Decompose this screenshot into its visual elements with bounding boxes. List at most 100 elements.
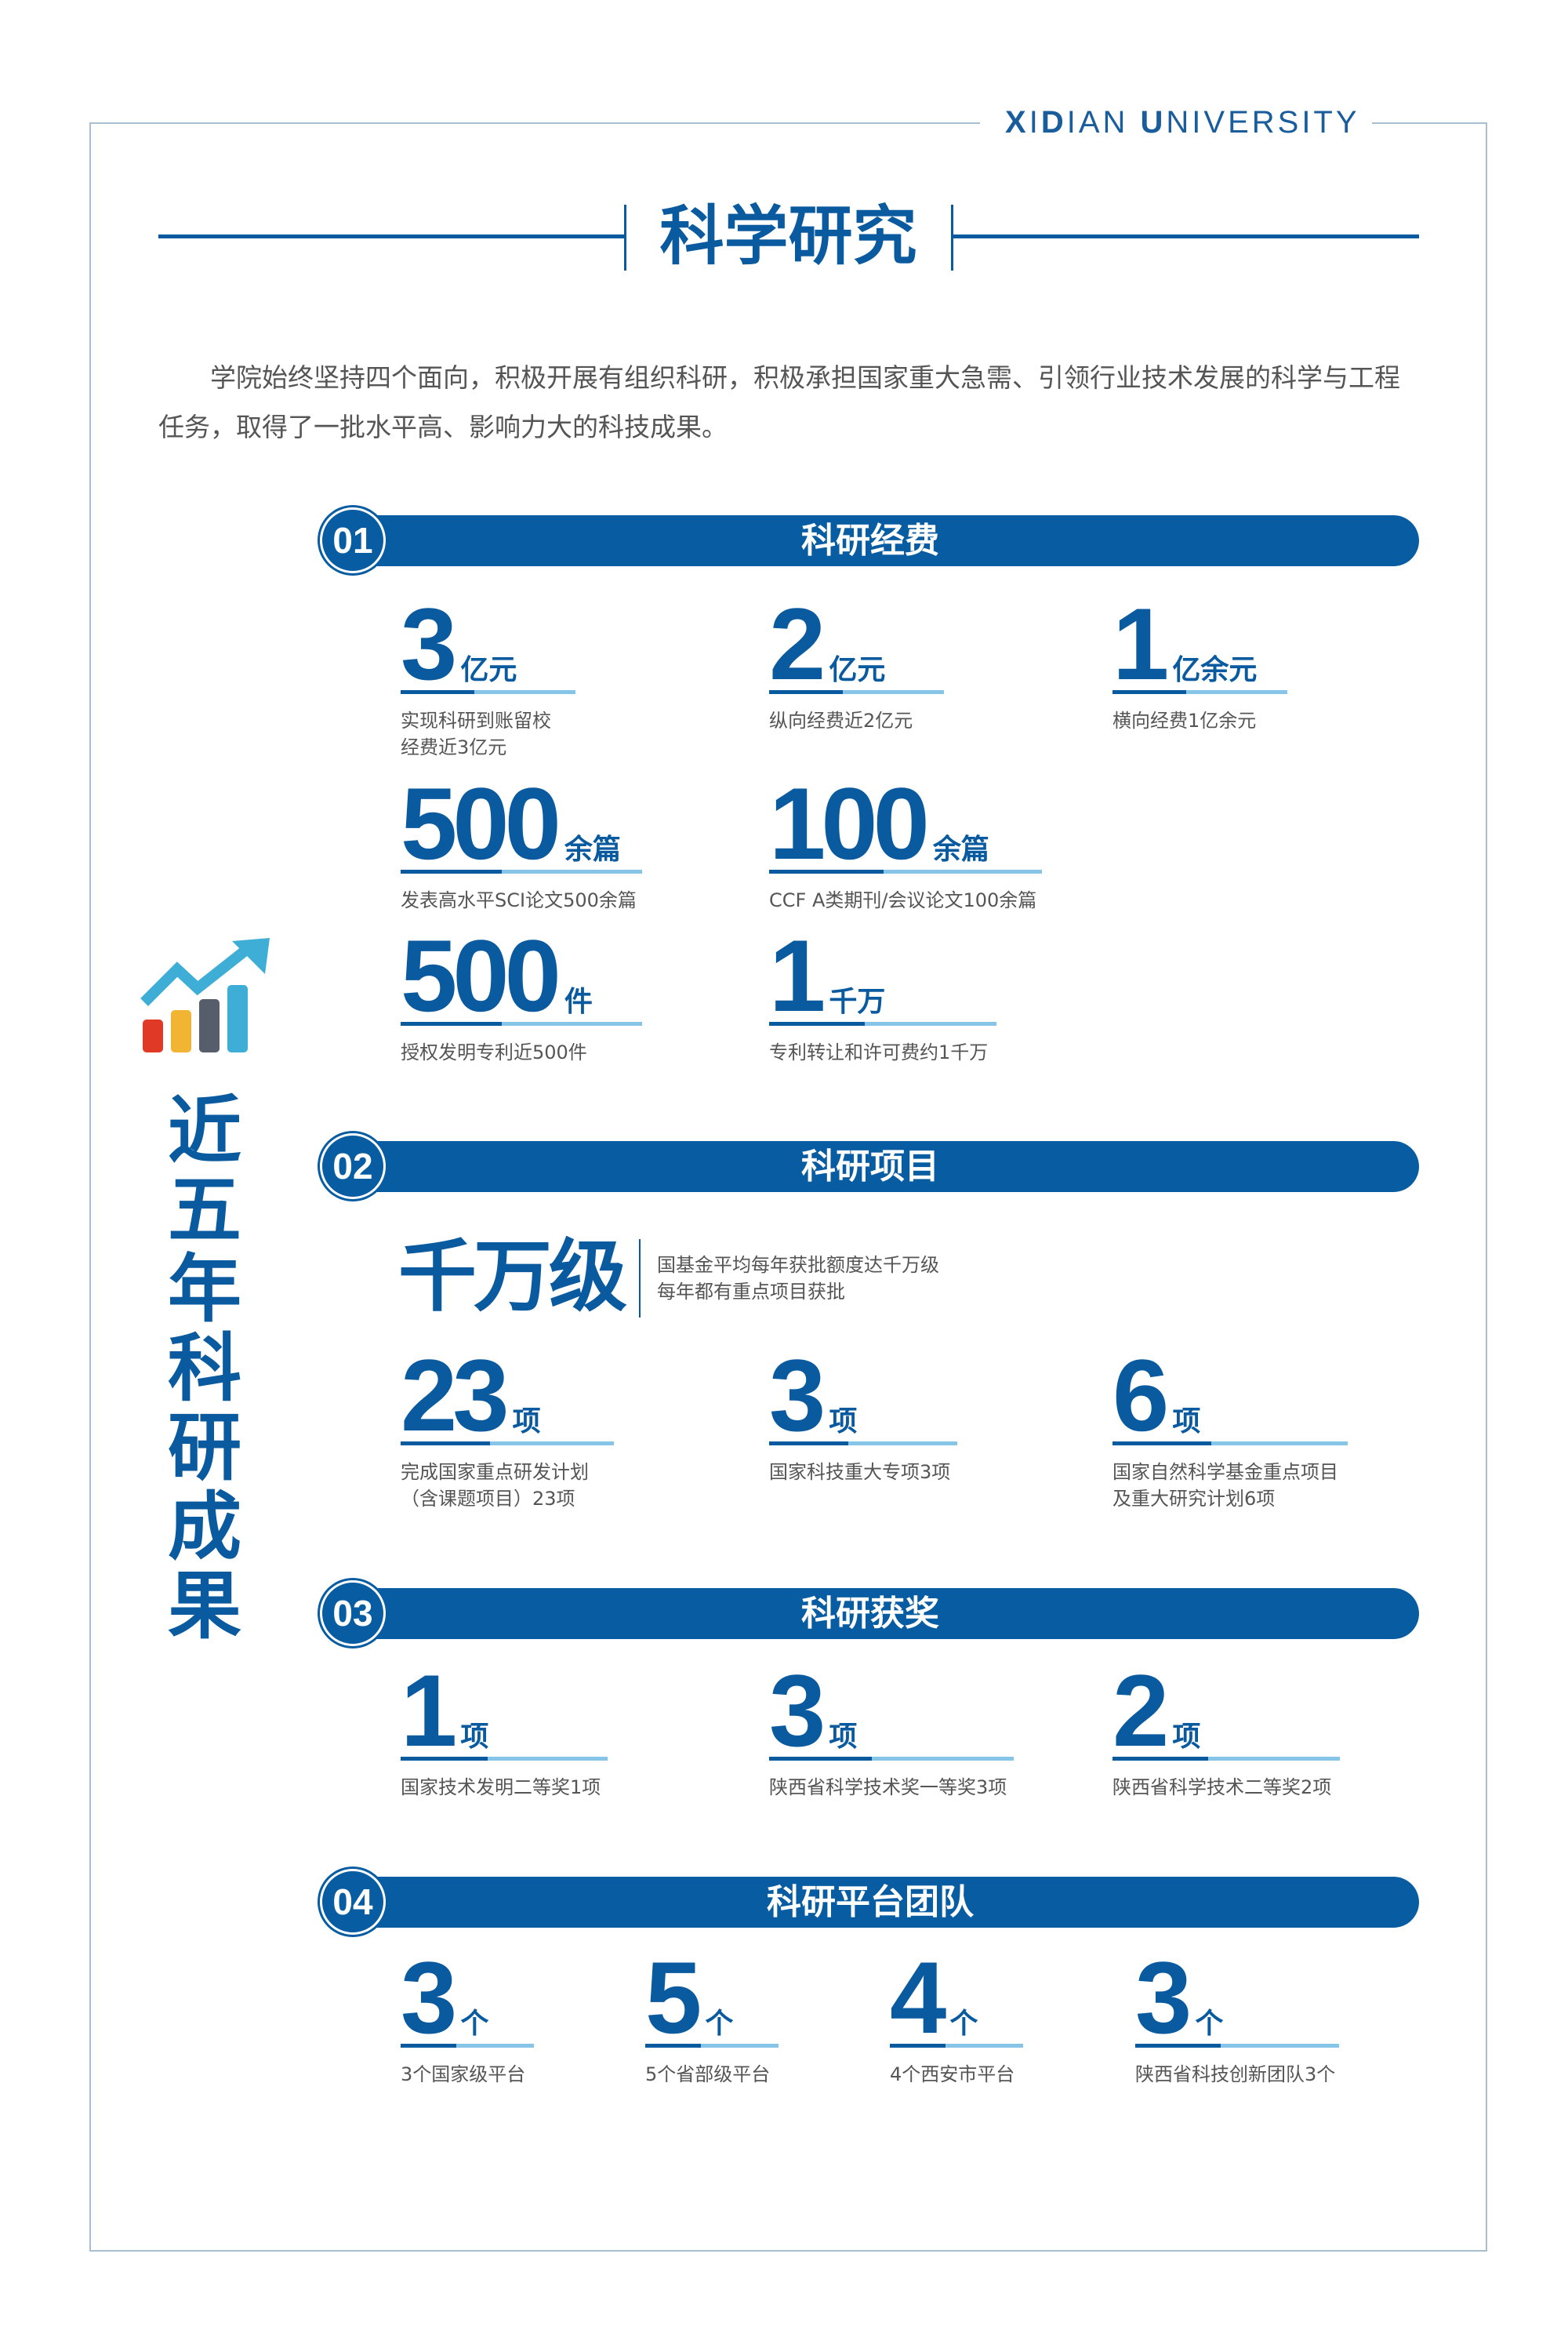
stat-value: 1 千万: [769, 925, 885, 1053]
section-header-bar: 科研平台团队 04: [320, 1869, 1419, 1935]
stat-description: 专利转让和许可费约1千万: [769, 1039, 988, 1066]
section-header-bar: 科研项目 02: [320, 1133, 1419, 1199]
stat-unit: 个: [1195, 2008, 1224, 2040]
stat-description: 国家技术发明二等奖1项: [401, 1774, 601, 1801]
stat-number: 1: [401, 1653, 457, 1768]
section-title: 科研平台团队: [767, 1882, 974, 1922]
stat-underline: [769, 690, 944, 694]
stat-underline: [401, 2044, 534, 2048]
stat-description: 3个国家级平台: [401, 2061, 525, 2088]
highlight-description: 国基金平均每年获批额度达千万级 每年都有重点项目获批: [657, 1252, 939, 1305]
description-line: 陕西省科技创新团队3个: [1135, 2063, 1336, 2085]
stat-unit: 个: [949, 2008, 978, 2040]
stat-unit: 个: [460, 2008, 489, 2040]
stat-unit: 亿元: [460, 654, 517, 686]
stat-number: 1: [1112, 587, 1169, 701]
description-line: 授权发明专利近500件: [401, 1041, 587, 1063]
stat-number: 23: [401, 1338, 510, 1452]
section-header-bar: 科研经费 01: [320, 507, 1419, 573]
description-line: 完成国家重点研发计划: [401, 1461, 589, 1483]
stat-number: 500: [401, 918, 561, 1033]
stat-underline: [1112, 1757, 1340, 1761]
stat-value: 500 件: [401, 925, 593, 1053]
page-frame: [89, 122, 1487, 2252]
stat-number: 500: [401, 766, 561, 881]
stat-value: 3 亿元: [401, 593, 517, 722]
side-title: 近五年科研成果: [167, 1089, 241, 1649]
stat-underline: [401, 1757, 608, 1761]
stat-underline: [769, 1441, 957, 1445]
stat-value: 23 项: [401, 1344, 541, 1473]
stat-underline: [890, 2044, 1023, 2048]
stat-number: 3: [401, 587, 457, 701]
stat-description: 授权发明专利近500件: [401, 1039, 587, 1066]
stat-number: 5: [645, 1940, 702, 2055]
stat-number: 6: [1112, 1338, 1169, 1452]
stat-description: 纵向经费近2亿元: [769, 707, 913, 734]
stat-underline-accent: [401, 2044, 457, 2048]
intro-paragraph: 学院始终坚持四个面向，积极开展有组织科研，积极承担国家重大急需、引领行业技术发展…: [158, 362, 1400, 442]
description-line: 3个国家级平台: [401, 2063, 526, 2085]
stat-underline-accent: [1135, 2044, 1221, 2048]
brand-text: IAN: [1066, 105, 1141, 140]
stat-value: 500 余篇: [401, 772, 621, 901]
stat-underline: [769, 870, 1042, 874]
stat-underline-accent: [769, 870, 884, 874]
stat-number: 3: [1135, 1940, 1192, 2055]
title-rule-left: [158, 234, 624, 238]
brand-letter: I: [1029, 105, 1041, 140]
description-line: 经费近3亿元: [401, 736, 507, 758]
stat-unit: 项: [1172, 1405, 1201, 1438]
stat-underline-accent: [769, 1022, 865, 1026]
section-header-bar: 科研获奖 03: [320, 1580, 1419, 1646]
stat-underline-accent: [769, 1757, 873, 1761]
stat-unit: 项: [512, 1405, 541, 1438]
stat-value: 1 亿余元: [1112, 593, 1257, 722]
title-bracket-left: [624, 205, 626, 271]
stat-unit: 余篇: [564, 834, 621, 866]
stat-underline-accent: [401, 690, 474, 694]
stat-description: 实现科研到账留校 经费近3亿元: [401, 707, 551, 761]
stat-number: 2: [1112, 1653, 1169, 1768]
stat-number: 3: [401, 1940, 457, 2055]
description-line: 5个省部级平台: [645, 2063, 771, 2085]
description-line: 国家自然科学基金重点项目: [1112, 1461, 1338, 1483]
stat-underline-accent: [769, 690, 843, 694]
stat-underline: [1112, 1441, 1348, 1445]
section-number-badge: 01: [320, 507, 386, 573]
stat-unit: 余篇: [932, 834, 989, 866]
stat-description: 陕西省科学技术奖一等奖3项: [769, 1774, 1007, 1801]
description-line: 陕西省科学技术奖一等奖3项: [769, 1776, 1007, 1798]
section-title: 科研经费: [801, 521, 939, 561]
stat-underline: [1135, 2044, 1339, 2048]
stat-number: 100: [769, 766, 930, 881]
stat-description: 国家科技重大专项3项: [769, 1459, 950, 1485]
highlight-value: 千万级: [398, 1230, 627, 1322]
brand-letter: X: [1005, 105, 1029, 140]
stat-number: 1: [769, 918, 826, 1033]
description-line: 每年都有重点项目获批: [657, 1281, 845, 1303]
stat-description: 国家自然科学基金重点项目 及重大研究计划6项: [1112, 1459, 1338, 1512]
stat-underline-accent: [401, 1757, 488, 1761]
title-rule-right: [953, 234, 1419, 238]
description-line: 国家科技重大专项3项: [769, 1461, 951, 1483]
description-line: 陕西省科学技术二等奖2项: [1112, 1776, 1332, 1798]
description-line: 国基金平均每年获批额度达千万级: [657, 1254, 939, 1276]
section-number-badge: 03: [320, 1580, 386, 1646]
stat-description: 完成国家重点研发计划 （含课题项目）23项: [401, 1459, 589, 1512]
stat-underline: [401, 1022, 642, 1026]
stat-number: 2: [769, 587, 826, 701]
stat-underline-accent: [1112, 1441, 1211, 1445]
stat-underline-accent: [401, 870, 503, 874]
stat-description: 5个省部级平台: [645, 2061, 770, 2088]
section-number-badge: 04: [320, 1869, 386, 1935]
stat-description: 横向经费1亿余元: [1112, 707, 1256, 734]
stat-description: 陕西省科技创新团队3个: [1135, 2061, 1335, 2088]
stat-description: 陕西省科学技术二等奖2项: [1112, 1774, 1331, 1801]
description-line: 国家技术发明二等奖1项: [401, 1776, 601, 1798]
stat-underline: [769, 1757, 1014, 1761]
stat-unit: 亿余元: [1172, 654, 1258, 686]
